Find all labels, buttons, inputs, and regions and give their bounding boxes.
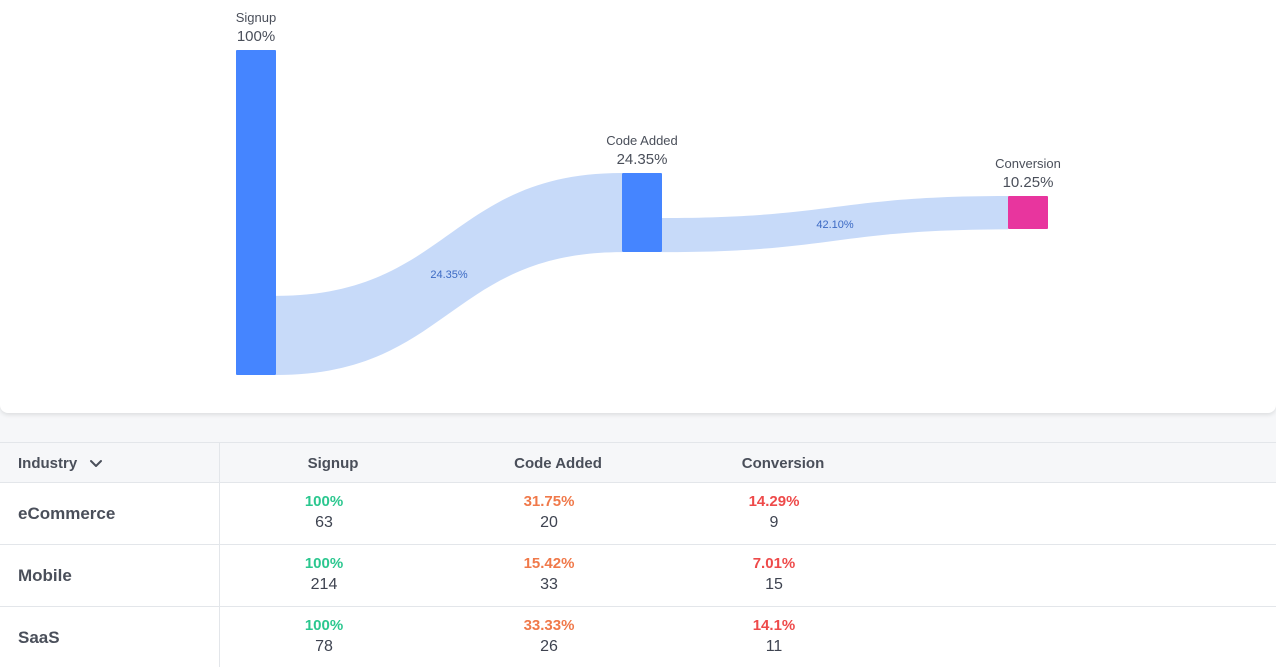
table-cell: 100% 63 xyxy=(224,491,424,534)
table-cell: 31.75% 20 xyxy=(449,491,649,534)
row-label-cell: SaaS xyxy=(0,607,220,667)
table-cell: 14.29% 9 xyxy=(674,491,874,534)
cell-count: 9 xyxy=(769,514,779,531)
funnel-step-conversion[interactable]: Conversion 10.25% xyxy=(995,156,1061,229)
table-cell: 100% 214 xyxy=(224,553,424,596)
cell-percent: 31.75% xyxy=(523,493,575,510)
cell-count: 11 xyxy=(765,638,783,655)
row-label: eCommerce xyxy=(18,504,116,523)
table-cell: 15.42% 33 xyxy=(449,553,649,596)
flow-conversion-label: 42.10% xyxy=(816,219,854,231)
flow-conversion-label: 24.35% xyxy=(430,269,468,281)
cell-percent: 14.29% xyxy=(748,493,800,510)
cell-percent: 33.33% xyxy=(523,617,575,634)
step-percent-label: 100% xyxy=(237,28,275,45)
funnel-bar[interactable] xyxy=(236,50,276,375)
chevron-down-icon xyxy=(90,459,103,467)
column-header-signup: Signup xyxy=(307,455,359,472)
cell-count: 15 xyxy=(765,576,783,593)
cell-count: 26 xyxy=(540,638,558,655)
column-header-conversion: Conversion xyxy=(741,455,825,472)
cell-percent: 15.42% xyxy=(523,555,575,572)
funnel-chart-panel: 24.35% 42.10% Signup 100% Code Added 24.35% Co… xyxy=(235,10,1061,375)
cell-count: 33 xyxy=(540,576,558,593)
row-label-cell: eCommerce xyxy=(0,483,220,544)
cell-count: 63 xyxy=(315,514,333,531)
cell-percent: 100% xyxy=(304,617,344,634)
table-cell: 100% 78 xyxy=(224,615,424,658)
flow-band xyxy=(662,196,1008,253)
funnel-step-code-added[interactable]: Code Added 24.35% xyxy=(606,133,678,252)
dimension-header-cell: Industry xyxy=(0,443,220,482)
table-row: Mobile 100% 214 15.42% 33 7.01% 15 xyxy=(0,545,1276,607)
funnel-bar[interactable] xyxy=(622,173,662,252)
column-header-code-added: Code Added xyxy=(514,455,602,472)
table-header-row: Industry Signup Code Added Conversion xyxy=(0,443,1276,483)
row-label-cell: Mobile xyxy=(0,545,220,606)
table-row: SaaS 100% 78 33.33% 26 14.1% 11 xyxy=(0,607,1276,667)
dimension-header-label: Industry xyxy=(18,455,78,472)
funnel-bar[interactable] xyxy=(1008,196,1048,229)
cell-percent: 14.1% xyxy=(752,617,796,634)
cell-count: 78 xyxy=(315,638,333,655)
cell-percent: 100% xyxy=(304,493,344,510)
flow-band xyxy=(276,173,622,375)
breakdown-table: Industry Signup Code Added Conversion eC… xyxy=(0,442,1276,667)
flow-bands: 24.35% 42.10% xyxy=(276,173,1008,375)
table-cell: 33.33% 26 xyxy=(449,615,649,658)
step-name-label: Code Added xyxy=(606,133,678,148)
step-percent-label: 10.25% xyxy=(1003,174,1054,191)
step-percent-label: 24.35% xyxy=(617,151,668,168)
table-cell: 7.01% 15 xyxy=(674,553,874,596)
cell-count: 20 xyxy=(540,514,558,531)
cell-percent: 7.01% xyxy=(752,555,796,572)
step-name-label: Signup xyxy=(236,10,276,25)
table-row: eCommerce 100% 63 31.75% 20 14.29% 9 xyxy=(0,483,1276,545)
row-label: SaaS xyxy=(18,628,60,647)
row-label: Mobile xyxy=(18,566,72,585)
funnel-step-signup[interactable]: Signup 100% xyxy=(236,10,276,375)
step-name-label: Conversion xyxy=(995,156,1061,171)
cell-count: 214 xyxy=(310,576,338,593)
table-cell: 14.1% 11 xyxy=(674,615,874,658)
cell-percent: 100% xyxy=(304,555,344,572)
dimension-select[interactable]: Industry xyxy=(18,455,103,472)
